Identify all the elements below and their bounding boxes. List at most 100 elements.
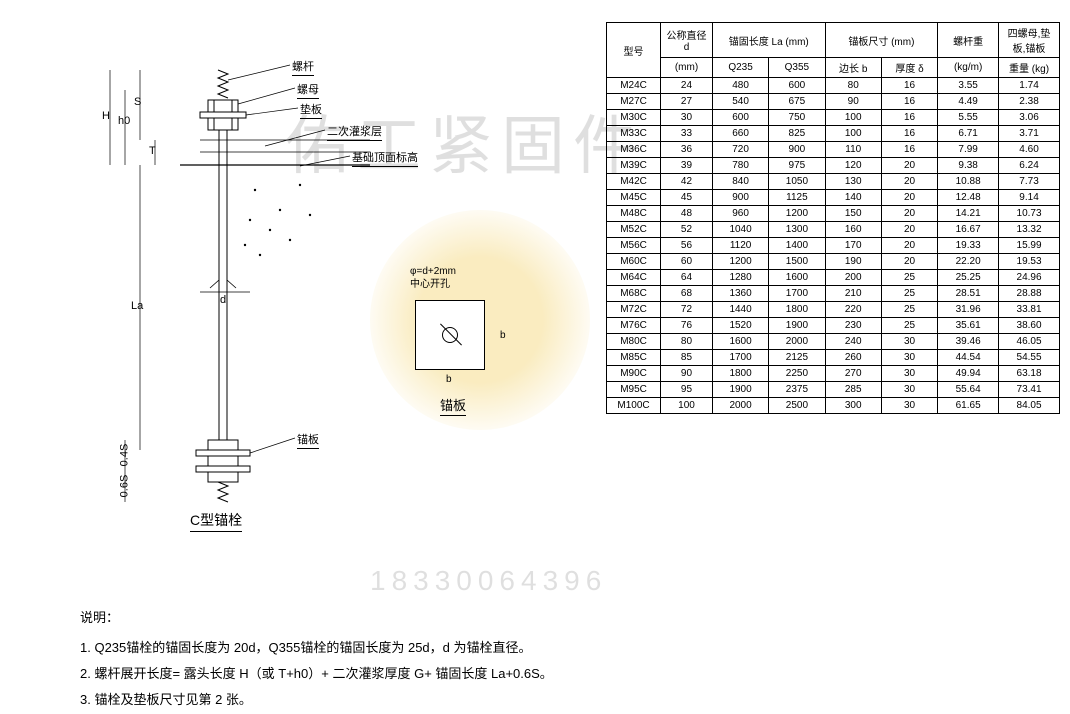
table-row: M36C36720900110167.994.60 xyxy=(607,142,1060,158)
table-cell: 240 xyxy=(825,334,881,350)
table-cell: M85C xyxy=(607,350,661,366)
table-cell: 1800 xyxy=(769,302,825,318)
table-cell: 2500 xyxy=(769,398,825,414)
table-cell: 61.65 xyxy=(938,398,999,414)
table-cell: M72C xyxy=(607,302,661,318)
table-cell: 150 xyxy=(825,206,881,222)
table-cell: 170 xyxy=(825,238,881,254)
table-cell: 9.14 xyxy=(999,190,1060,206)
table-cell: 1200 xyxy=(769,206,825,222)
label-nut: 螺母 xyxy=(297,81,319,99)
plate-dim-b-v: b xyxy=(500,330,506,341)
table-cell: 19.53 xyxy=(999,254,1060,270)
table-cell: 85 xyxy=(661,350,713,366)
dim-04S: 0.4S xyxy=(118,444,130,467)
table-cell: 190 xyxy=(825,254,881,270)
table-cell: 54.55 xyxy=(999,350,1060,366)
table-cell: 100 xyxy=(825,126,881,142)
anchor-plate-title: 锚板 xyxy=(440,395,466,416)
dim-06S: 0.6S xyxy=(118,475,130,498)
table-cell: 39 xyxy=(661,158,713,174)
table-cell: 30 xyxy=(881,398,937,414)
table-cell: 200 xyxy=(825,270,881,286)
table-cell: 16 xyxy=(881,110,937,126)
table-row: M68C68136017002102528.5128.88 xyxy=(607,286,1060,302)
table-cell: 1280 xyxy=(712,270,768,286)
table-cell: 52 xyxy=(661,222,713,238)
table-cell: 600 xyxy=(769,78,825,94)
table-cell: 14.21 xyxy=(938,206,999,222)
table-cell: 2375 xyxy=(769,382,825,398)
plate-dim-b-h: b xyxy=(446,374,452,385)
table-cell: M48C xyxy=(607,206,661,222)
table-cell: 30 xyxy=(881,350,937,366)
table-cell: 30 xyxy=(661,110,713,126)
table-cell: 25.25 xyxy=(938,270,999,286)
table-cell: 20 xyxy=(881,222,937,238)
table-cell: M45C xyxy=(607,190,661,206)
table-cell: 3.06 xyxy=(999,110,1060,126)
th-boltwt-unit: (kg/m) xyxy=(938,58,999,78)
table-cell: 1200 xyxy=(712,254,768,270)
table-cell: M36C xyxy=(607,142,661,158)
table-cell: 33 xyxy=(661,126,713,142)
table-cell: 31.96 xyxy=(938,302,999,318)
table-cell: M27C xyxy=(607,94,661,110)
spec-table-body: M24C2448060080163.551.74M27C275406759016… xyxy=(607,78,1060,414)
table-cell: 30 xyxy=(881,334,937,350)
table-row: M48C4896012001502014.2110.73 xyxy=(607,206,1060,222)
table-cell: 49.94 xyxy=(938,366,999,382)
note-item: 1. Q235锚栓的锚固长度为 20d，Q355锚栓的锚固长度为 25d，d 为… xyxy=(80,635,553,661)
table-cell: 230 xyxy=(825,318,881,334)
table-cell: 80 xyxy=(661,334,713,350)
table-cell: 1800 xyxy=(712,366,768,382)
table-cell: 1600 xyxy=(769,270,825,286)
table-cell: 25 xyxy=(881,286,937,302)
table-cell: 825 xyxy=(769,126,825,142)
table-cell: M100C xyxy=(607,398,661,414)
table-cell: 1900 xyxy=(712,382,768,398)
note-item: 3. 锚栓及垫板尺寸见第 2 张。 xyxy=(80,687,553,713)
table-cell: 39.46 xyxy=(938,334,999,350)
table-cell: 660 xyxy=(712,126,768,142)
table-cell: 6.71 xyxy=(938,126,999,142)
table-cell: 600 xyxy=(712,110,768,126)
label-washer: 垫板 xyxy=(300,101,322,119)
table-row: M52C52104013001602016.6713.32 xyxy=(607,222,1060,238)
label-grout: 二次灌浆层 xyxy=(327,123,382,141)
table-cell: 300 xyxy=(825,398,881,414)
table-cell: 56 xyxy=(661,238,713,254)
table-cell: 100 xyxy=(661,398,713,414)
table-cell: M33C xyxy=(607,126,661,142)
table-cell: 64 xyxy=(661,270,713,286)
table-cell: 28.88 xyxy=(999,286,1060,302)
table-cell: 42 xyxy=(661,174,713,190)
table-cell: 2250 xyxy=(769,366,825,382)
table-cell: 2000 xyxy=(712,398,768,414)
dim-T: T xyxy=(149,145,156,157)
table-cell: 16 xyxy=(881,142,937,158)
table-cell: 60 xyxy=(661,254,713,270)
th-model: 型号 xyxy=(607,23,661,78)
table-cell: 780 xyxy=(712,158,768,174)
table-cell: M60C xyxy=(607,254,661,270)
dim-La: La xyxy=(131,300,143,312)
table-cell: 16 xyxy=(881,94,937,110)
table-cell: 1300 xyxy=(769,222,825,238)
table-cell: 44.54 xyxy=(938,350,999,366)
table-row: M24C2448060080163.551.74 xyxy=(607,78,1060,94)
th-diameter: 公称直径 d xyxy=(661,23,713,58)
table-cell: 16 xyxy=(881,126,937,142)
table-cell: 73.41 xyxy=(999,382,1060,398)
table-cell: 285 xyxy=(825,382,881,398)
table-cell: 28.51 xyxy=(938,286,999,302)
plate-label-line2: 中心开孔 xyxy=(410,278,456,291)
table-cell: 1700 xyxy=(769,286,825,302)
table-row: M100C100200025003003061.6584.05 xyxy=(607,398,1060,414)
bolt-diagram: 螺杆 螺母 垫板 二次灌浆层 基础顶面标高 锚板 H h0 S T d La 0… xyxy=(100,60,400,510)
table-cell: 35.61 xyxy=(938,318,999,334)
table-cell: M76C xyxy=(607,318,661,334)
table-cell: 110 xyxy=(825,142,881,158)
notes-title: 说明： xyxy=(80,605,553,631)
table-cell: 2125 xyxy=(769,350,825,366)
